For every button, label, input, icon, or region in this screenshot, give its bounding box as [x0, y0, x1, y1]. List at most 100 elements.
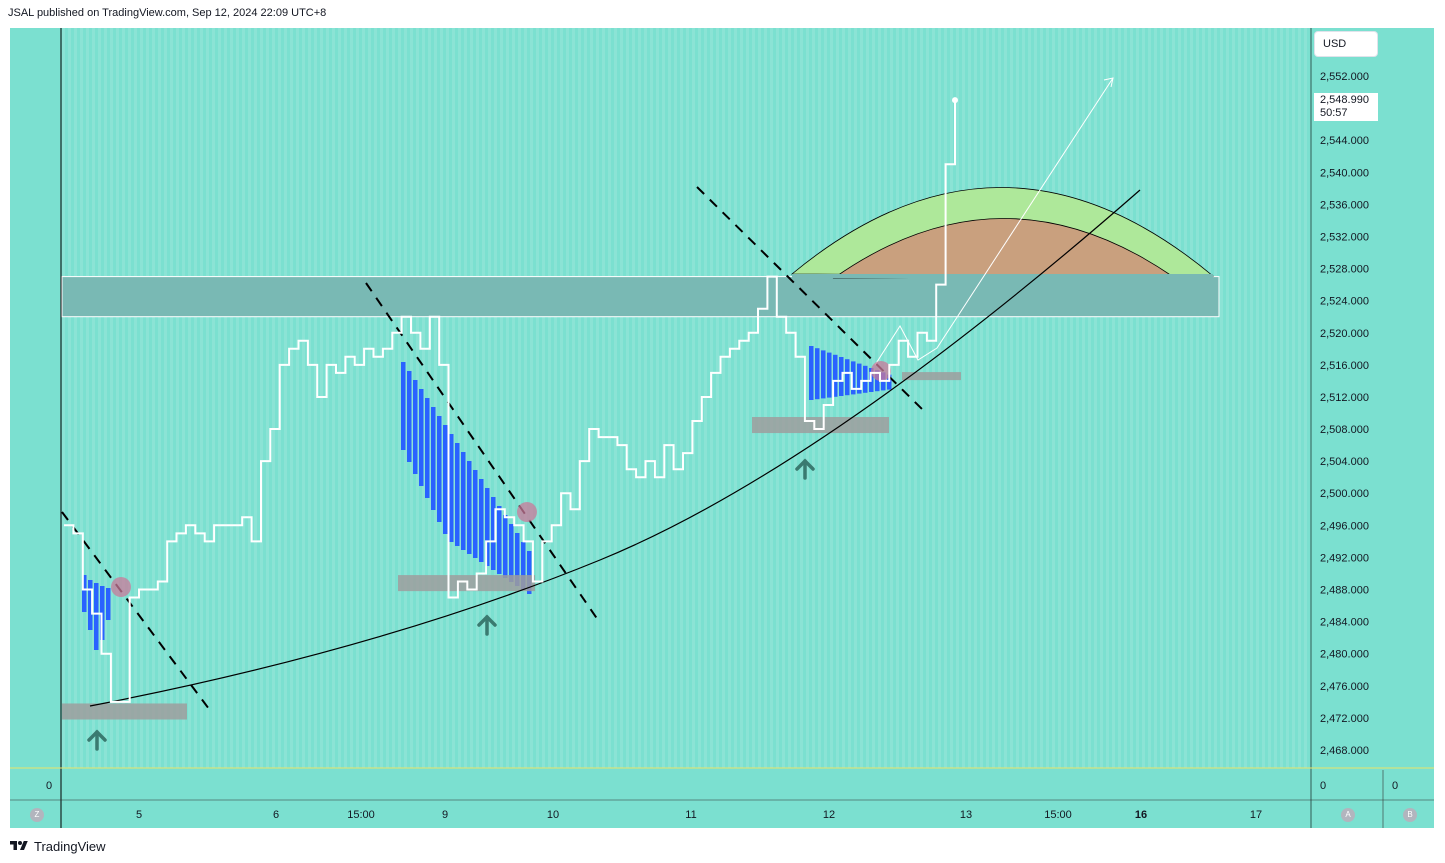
stripe [1292, 28, 1295, 768]
stripe [110, 28, 113, 768]
volume-bar [815, 348, 820, 400]
stripe [926, 28, 929, 768]
auto-scale-button[interactable]: A [1341, 808, 1355, 822]
stripe [986, 28, 989, 768]
stripe [434, 28, 437, 768]
last-price-label: 2,548.990 50:57 [1314, 93, 1378, 121]
stripe [668, 28, 671, 768]
highlight-2 [517, 502, 537, 522]
highlight-3 [871, 361, 891, 381]
stripe [524, 28, 527, 768]
currency-selector[interactable]: USD [1315, 32, 1377, 56]
volume-bar [467, 461, 472, 554]
time-tick-label: 9 [442, 809, 448, 821]
stripe [494, 28, 497, 768]
time-tick-label: 6 [273, 809, 279, 821]
stripe [308, 28, 311, 768]
stripe [686, 28, 689, 768]
trendline-1[interactable] [61, 511, 213, 714]
stripe [758, 28, 761, 768]
stripe [86, 28, 89, 768]
trendline-2[interactable] [365, 282, 599, 621]
price-tick-label: 2,472.000 [1320, 713, 1369, 725]
stripe [1184, 28, 1187, 768]
stripe [974, 28, 977, 768]
volume-bar [437, 416, 442, 522]
volume-bar [527, 551, 532, 594]
support-box[interactable] [62, 703, 187, 720]
stripe [290, 28, 293, 768]
volume-bar [521, 542, 526, 590]
volume-bar [443, 425, 448, 534]
stripe [1274, 28, 1277, 768]
stripe [698, 28, 701, 768]
pane-left-value: 0 [46, 780, 53, 792]
stripe [1226, 28, 1229, 768]
stripe [260, 28, 263, 768]
stripe [1058, 28, 1061, 768]
time-tick-label: 15:00 [1044, 809, 1072, 821]
inner-arc [832, 218, 1174, 279]
stripe [344, 28, 347, 768]
volume-bar [497, 506, 502, 574]
price-tick-label: 2,496.000 [1320, 520, 1369, 532]
price-tick-label: 2,516.000 [1320, 360, 1369, 372]
stripe [1106, 28, 1109, 768]
price-scale[interactable]: 2,552.0002,548.0002,544.0002,540.0002,53… [1320, 71, 1369, 757]
stripe [1094, 28, 1097, 768]
volume-bar [431, 407, 436, 510]
last-price-value: 2,548.990 [1320, 94, 1369, 106]
stripe [1190, 28, 1193, 768]
stripe [1208, 28, 1211, 768]
price-tick-label: 2,508.000 [1320, 424, 1369, 436]
b-button[interactable]: B [1403, 808, 1417, 822]
footer-brand: TradingView [8, 836, 106, 856]
stripe [488, 28, 491, 768]
stripe [1298, 28, 1301, 768]
price-tick-label: 2,468.000 [1320, 745, 1369, 757]
stripe [518, 28, 521, 768]
stripe [122, 28, 125, 768]
up-arrow-icon [795, 458, 815, 480]
stripe [182, 28, 185, 768]
volume-bar [827, 352, 832, 398]
stripe [242, 28, 245, 768]
stripe [716, 28, 719, 768]
stripe [1082, 28, 1085, 768]
stripe [1076, 28, 1079, 768]
volume-bar [88, 580, 93, 630]
stripe [692, 28, 695, 768]
stripe [500, 28, 503, 768]
curved-support-line[interactable] [89, 189, 1141, 707]
price-tick-label: 2,552.000 [1320, 71, 1369, 83]
stripe [968, 28, 971, 768]
price-series-line[interactable] [64, 100, 956, 703]
stripe [854, 28, 857, 768]
stripe [284, 28, 287, 768]
price-tick-label: 2,536.000 [1320, 199, 1369, 211]
price-tick-label: 2,512.000 [1320, 392, 1369, 404]
stripe [590, 28, 593, 768]
plot-background [10, 28, 1434, 828]
stripe [458, 28, 461, 768]
stripe [674, 28, 677, 768]
stripe [236, 28, 239, 768]
stripe [836, 28, 839, 768]
stripe [1220, 28, 1223, 768]
stripe [68, 28, 71, 768]
stripe [128, 28, 131, 768]
price-tick-label: 2,544.000 [1320, 135, 1369, 147]
stripe [614, 28, 617, 768]
stripe [1244, 28, 1247, 768]
stripe [728, 28, 731, 768]
stripe [200, 28, 203, 768]
volume-bar [94, 583, 99, 650]
support-box[interactable] [752, 417, 889, 434]
stripe [932, 28, 935, 768]
resistance-zone[interactable] [61, 276, 1220, 318]
stripe [356, 28, 359, 768]
z-button[interactable]: Z [30, 808, 44, 822]
time-scale[interactable]: 5 6 15:00 9 10 11 12 13 15:00 16 17 [136, 809, 1262, 821]
support-box[interactable] [902, 372, 961, 381]
